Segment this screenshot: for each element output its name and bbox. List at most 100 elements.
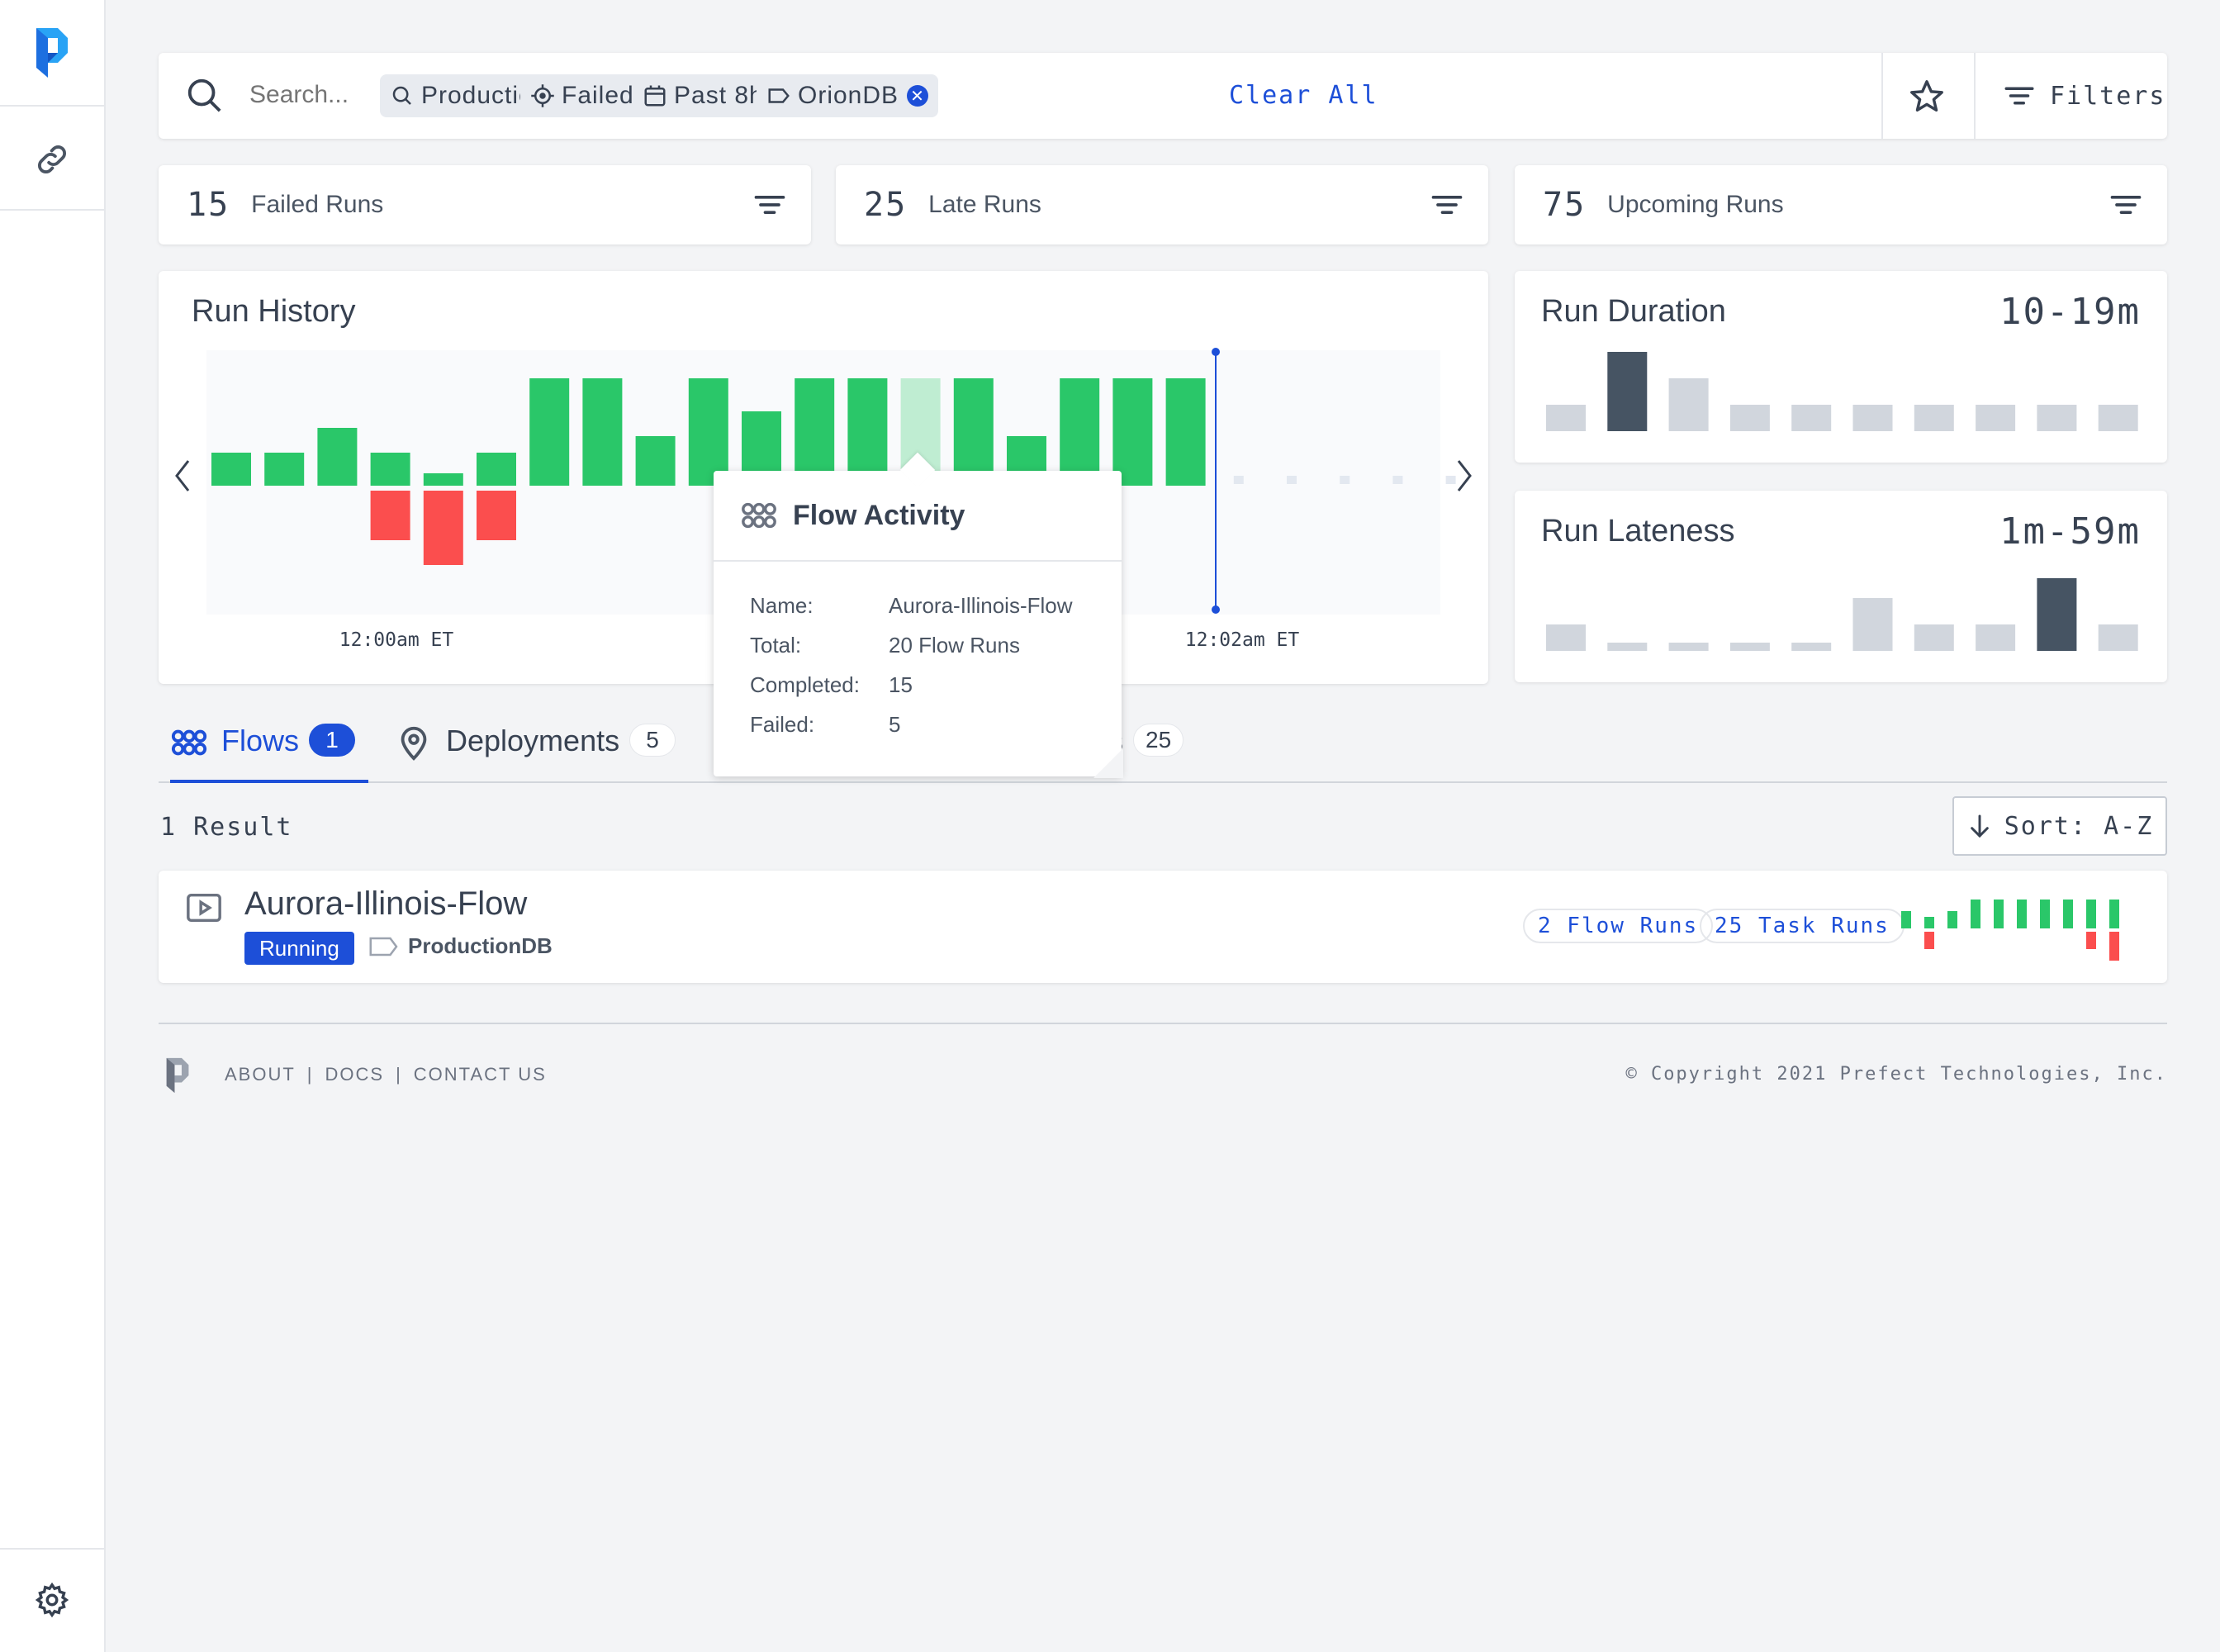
completed-run-bar	[635, 436, 676, 486]
flow-tag: ProductionDB	[368, 933, 553, 959]
stat-card-late-runs[interactable]: 25 Late Runs	[836, 165, 1488, 244]
target-icon	[531, 84, 554, 107]
sparkline-completed-bar	[1924, 917, 1934, 928]
tag-icon	[768, 88, 790, 103]
empty-bucket-marker	[1445, 476, 1456, 484]
sparkline-failed-bar	[2109, 932, 2119, 961]
failed-run-bar	[370, 491, 410, 540]
histogram-bar	[2098, 405, 2138, 431]
task-runs-pill[interactable]: 25 Task Runs	[1700, 909, 1905, 943]
filter-lines-icon	[2004, 87, 2034, 105]
sort-label: Sort: A-Z	[2004, 811, 2154, 841]
separator: |	[306, 1064, 314, 1085]
play-icon[interactable]	[185, 889, 223, 927]
histogram-bar	[1914, 624, 1954, 651]
empty-bucket-marker	[1233, 476, 1244, 484]
tab-deployments[interactable]: Deployments 5	[395, 724, 676, 783]
tab-bar: Flows 1 Deployments 5 ns 25	[159, 712, 2167, 783]
stat-count: 75	[1543, 186, 1587, 224]
tooltip-key: Completed:	[750, 672, 860, 697]
histogram-bar	[1976, 624, 2016, 651]
histogram-bar	[1976, 405, 2016, 431]
map-pin-icon	[401, 726, 427, 761]
star-icon[interactable]	[1908, 78, 1946, 116]
filters-button[interactable]: Filters	[2002, 74, 2165, 117]
tooltip-key: Total:	[750, 633, 802, 657]
flow-list-item[interactable]: Aurora-Illinois-Flow Running ProductionD…	[159, 871, 2167, 983]
tooltip-title: Flow Activity	[793, 499, 965, 531]
sparkline-completed-bar	[2109, 900, 2119, 928]
flow-activity-sparkline	[1901, 900, 2119, 961]
prefect-logo-icon[interactable]	[33, 25, 71, 81]
footer-divider	[159, 1023, 2167, 1024]
stat-card-upcoming-runs[interactable]: 75 Upcoming Runs	[1515, 165, 2167, 244]
gear-icon[interactable]	[33, 1581, 71, 1619]
histogram-bar	[1668, 643, 1709, 651]
empty-bucket-marker	[1340, 476, 1350, 484]
filter-lines-icon[interactable]	[2108, 187, 2144, 223]
stat-card-failed-runs[interactable]: 15 Failed Runs	[159, 165, 811, 244]
tooltip-header: Flow Activity	[714, 471, 1122, 562]
histogram-bar	[1607, 643, 1648, 651]
tooltip-key: Failed:	[750, 712, 815, 737]
flow-runs-pill[interactable]: 2 Flow Runs	[1523, 909, 1714, 943]
chip-label: OrionDB	[798, 82, 899, 109]
remove-chip-icon[interactable]: ✕	[907, 85, 929, 107]
run-lateness-card: Run Lateness 1m-59m	[1515, 491, 2167, 682]
histogram-bar	[1852, 405, 1893, 431]
histogram-bar	[1729, 643, 1770, 651]
failed-run-bar	[423, 491, 463, 565]
tooltip-value: Aurora-Illinois-Flow	[889, 593, 1073, 618]
x-tick-label: 12:02am ET	[1185, 629, 1300, 651]
chevron-right-icon[interactable]	[1457, 460, 1472, 491]
filter-lines-icon[interactable]	[752, 187, 788, 223]
footer-link-contact[interactable]: CONTACT US	[413, 1064, 547, 1085]
stat-count: 15	[187, 186, 230, 224]
flow-activity-tooltip: Flow Activity Name: Aurora-Illinois-Flow …	[714, 452, 1123, 778]
completed-run-bar	[1165, 378, 1206, 486]
result-count: 1 Result	[160, 813, 293, 842]
sparkline-failed-bar	[1924, 932, 1934, 949]
tooltip-row: Name: Aurora-Illinois-Flow	[750, 593, 1073, 633]
clear-all-button[interactable]: Clear All	[1229, 81, 1378, 110]
run-duration-chart	[1546, 352, 2138, 431]
footer-links: ABOUT | DOCS | CONTACT US	[225, 1064, 547, 1085]
sparkline-completed-bar	[1947, 911, 1957, 928]
sparkline-completed-bar	[2040, 900, 2050, 928]
empty-bucket-marker	[1287, 476, 1297, 484]
histogram-bar	[1914, 405, 1954, 431]
search-input[interactable]	[249, 76, 398, 114]
sparkline-completed-bar	[2086, 900, 2096, 928]
chip-label: Past 8h	[674, 82, 764, 109]
tooltip-details: Name: Aurora-Illinois-Flow Total: 20 Flow …	[750, 593, 1073, 752]
tab-flows[interactable]: Flows 1	[170, 724, 368, 783]
cursor-dot	[1212, 605, 1220, 614]
tab-count-badge: 25	[1133, 724, 1184, 757]
filter-chip-tag[interactable]: OrionDB ✕	[757, 74, 939, 117]
filters-label: Filters	[2050, 81, 2166, 111]
footer-link-about[interactable]: ABOUT	[225, 1064, 296, 1085]
link-icon[interactable]	[33, 140, 71, 178]
run-history-title: Run History	[192, 294, 356, 329]
run-duration-value: 10-19m	[1999, 291, 2141, 333]
failed-run-bar	[477, 491, 516, 540]
chevron-left-icon[interactable]	[175, 460, 190, 491]
run-lateness-value: 1m-59m	[1999, 510, 2141, 553]
completed-run-bar	[847, 378, 888, 486]
sparkline-completed-bar	[1901, 911, 1911, 928]
tag-label: ProductionDB	[408, 933, 553, 958]
run-lateness-chart	[1546, 578, 2138, 651]
footer-link-docs[interactable]: DOCS	[325, 1064, 385, 1085]
prefect-logo-icon[interactable]	[164, 1056, 192, 1095]
completed-run-bar	[529, 378, 570, 486]
completed-run-bar	[1112, 378, 1153, 486]
histogram-bar	[2037, 578, 2077, 651]
histogram-bar	[1852, 598, 1893, 651]
sidebar-divider	[0, 105, 106, 107]
filter-lines-icon[interactable]	[1429, 187, 1465, 223]
flow-icon	[742, 502, 776, 529]
tab-label: Deployments	[446, 724, 620, 757]
flow-name[interactable]: Aurora-Illinois-Flow	[244, 885, 528, 922]
sort-button[interactable]: Sort: A-Z	[1952, 796, 2167, 856]
tab-label: Flows	[221, 724, 300, 757]
